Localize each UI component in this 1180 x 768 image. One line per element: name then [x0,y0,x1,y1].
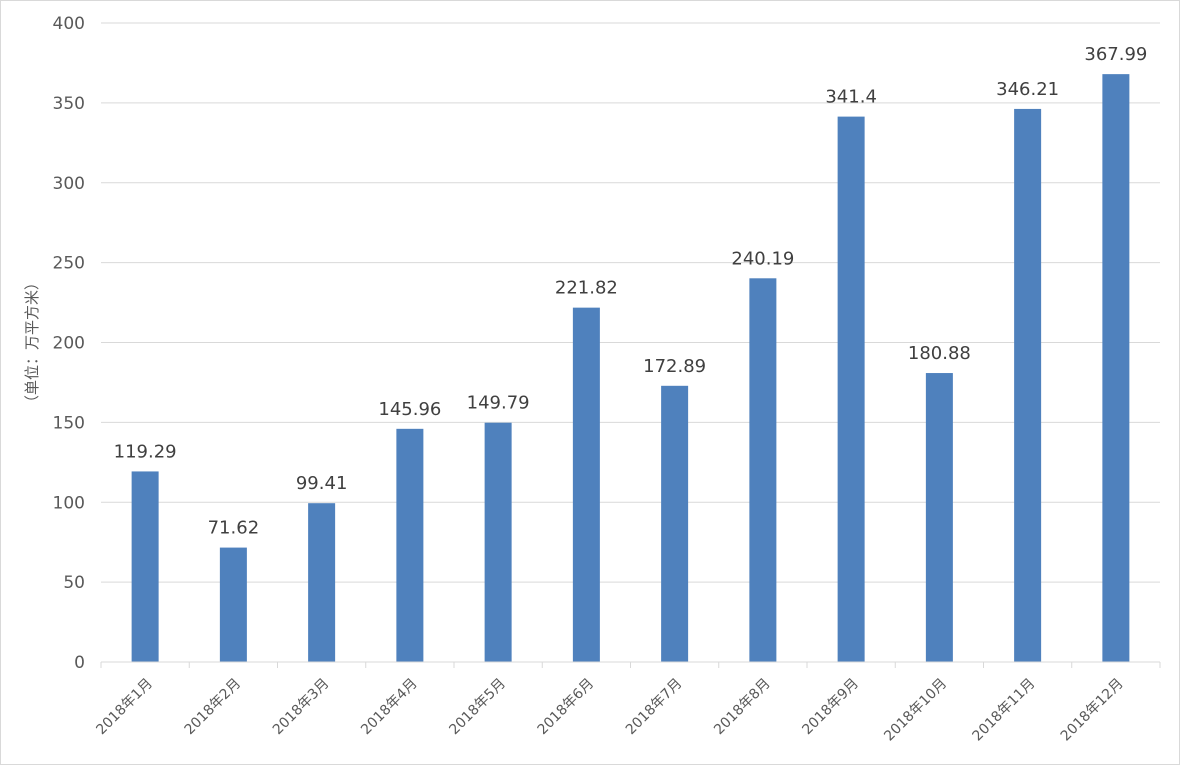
bar [837,116,865,662]
x-tick-label: 2018年4月 [358,676,421,739]
data-label: 346.21 [996,79,1059,100]
bar [1102,74,1130,662]
y-tick-label: 300 [53,174,85,194]
data-label: 240.19 [731,248,794,269]
y-tick-label: 50 [63,573,85,593]
x-tick-label: 2018年3月 [270,676,333,739]
y-tick-label: 350 [53,94,85,114]
bar [572,307,600,662]
data-label: 367.99 [1084,44,1147,65]
bar [396,428,424,662]
x-tick-label: 2018年12月 [1058,676,1127,745]
bar [131,471,159,662]
data-label: 172.89 [643,356,706,377]
x-tick-label: 2018年8月 [711,676,774,739]
data-label: 341.4 [825,87,877,108]
bar [484,422,512,662]
x-axis-ticks: 2018年1月 2018年2月 2018年3月 2018年4月 2018年5月 2018年… [93,676,1126,745]
data-labels: 119.29 71.62 99.41 145.96 149.79 221.82 172.89… [114,44,1148,538]
data-label: 149.79 [467,393,530,414]
bar [1014,108,1042,663]
x-tick-label: 2018年10月 [881,676,950,745]
data-label: 119.29 [114,441,177,462]
x-tick-label: 2018年11月 [970,676,1039,745]
bar [749,278,777,662]
y-tick-label: 200 [53,334,85,354]
y-tick-label: 250 [53,254,85,274]
gridlines [100,22,1161,668]
x-tick-label: 2018年1月 [93,676,156,739]
bar [219,547,247,662]
x-tick-label: 2018年9月 [799,676,862,739]
bars [131,74,1130,663]
y-tick-label: 400 [53,14,85,34]
y-axis-ticks: 0 50 100 150 200 250 300 350 400 [53,14,85,673]
bar [925,373,953,662]
data-label: 221.82 [555,278,618,299]
y-axis-title: （单位：万平方米） [23,275,41,410]
data-label: 180.88 [908,343,971,364]
x-tick-label: 2018年7月 [623,676,686,739]
y-tick-label: 0 [74,653,85,673]
data-label: 99.41 [296,473,348,494]
data-label: 145.96 [378,399,441,420]
y-tick-label: 150 [53,413,85,433]
x-tick-label: 2018年5月 [446,676,509,739]
x-tick-label: 2018年6月 [535,676,598,739]
bar [308,503,336,662]
data-label: 71.62 [208,518,260,539]
x-tick-label: 2018年2月 [182,676,245,739]
y-tick-label: 100 [53,493,85,513]
bar [661,385,689,662]
